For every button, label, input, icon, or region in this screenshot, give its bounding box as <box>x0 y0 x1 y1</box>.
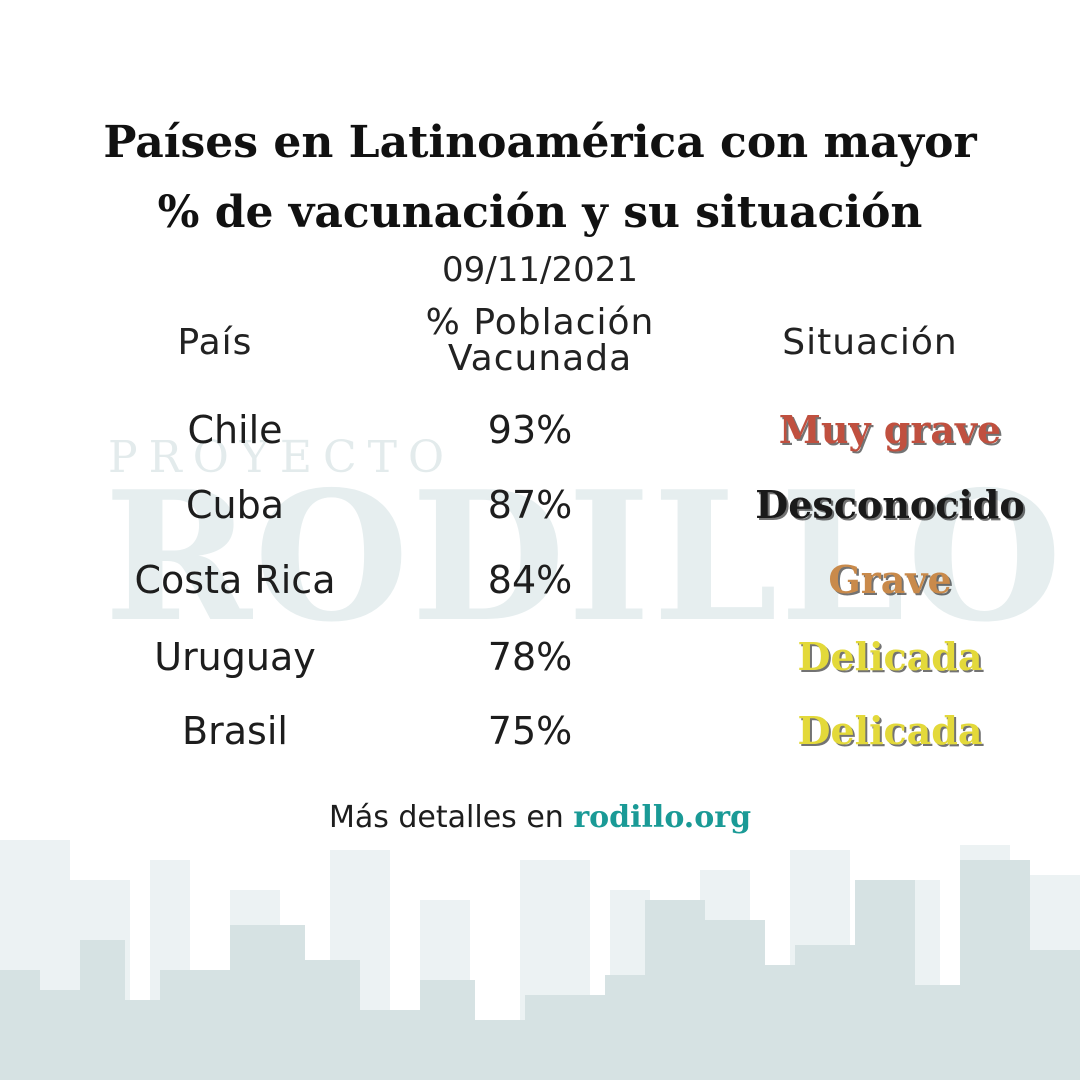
row-situation: Delicada <box>797 634 983 679</box>
row-percent: 93% <box>487 408 573 452</box>
footer-link[interactable]: rodillo.org <box>573 800 752 835</box>
row-percent: 87% <box>487 483 573 527</box>
footer-note: Más detalles en rodillo.org <box>0 800 1080 835</box>
row-situation: Desconocido <box>755 482 1025 527</box>
table-row: Costa Rica 84% Grave <box>0 550 1080 610</box>
report-date: 09/11/2021 <box>442 250 638 290</box>
column-header-population: % Población Vacunada <box>380 305 700 377</box>
row-percent: 84% <box>487 558 573 602</box>
column-header-situation: Situación <box>782 322 958 363</box>
row-country: Brasil <box>182 709 288 753</box>
table-row: Cuba 87% Desconocido <box>0 475 1080 535</box>
row-country: Uruguay <box>154 635 316 679</box>
table-row: Uruguay 78% Delicada <box>0 627 1080 687</box>
footer-text: Más detalles en <box>328 800 574 835</box>
column-header-population-line-2: Vacunada <box>447 338 633 379</box>
row-country: Costa Rica <box>134 558 336 602</box>
row-percent: 78% <box>487 635 573 679</box>
column-header-country: País <box>177 322 253 363</box>
row-percent: 75% <box>487 709 573 753</box>
page-title: Países en Latinoamérica con mayor % de v… <box>0 108 1080 248</box>
watermark-rodillo: RODILLO <box>104 452 1064 661</box>
watermark-proyecto: PROYECTO <box>108 432 456 483</box>
row-situation: Muy grave <box>778 407 1002 452</box>
table-row: Brasil 75% Delicada <box>0 701 1080 761</box>
row-country: Chile <box>187 408 283 452</box>
title-line-1: Países en Latinoamérica con mayor <box>103 117 977 168</box>
table-row: Chile 93% Muy grave <box>0 400 1080 460</box>
row-situation: Grave <box>828 557 952 602</box>
title-line-2: % de vacunación y su situación <box>157 187 923 238</box>
column-header-population-line-1: % Población <box>425 302 655 343</box>
row-country: Cuba <box>185 483 285 527</box>
row-situation: Delicada <box>797 708 983 753</box>
city-skyline-background <box>0 840 1080 1080</box>
